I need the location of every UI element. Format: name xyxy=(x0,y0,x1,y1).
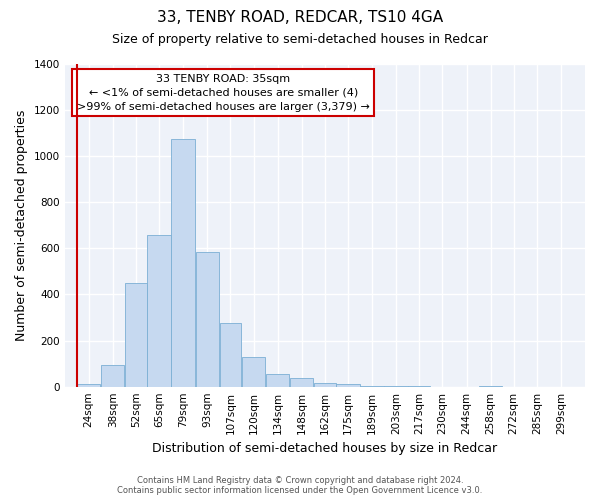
X-axis label: Distribution of semi-detached houses by size in Redcar: Distribution of semi-detached houses by … xyxy=(152,442,497,455)
Bar xyxy=(337,384,359,386)
Bar xyxy=(266,374,289,386)
Bar xyxy=(172,139,195,386)
Bar xyxy=(220,324,241,386)
Bar xyxy=(101,365,124,386)
Bar xyxy=(314,382,335,386)
Text: 33, TENBY ROAD, REDCAR, TS10 4GA: 33, TENBY ROAD, REDCAR, TS10 4GA xyxy=(157,10,443,25)
Text: 33 TENBY ROAD: 35sqm
← <1% of semi-detached houses are smaller (4)
>99% of semi-: 33 TENBY ROAD: 35sqm ← <1% of semi-detac… xyxy=(77,74,370,112)
Bar xyxy=(290,378,313,386)
Bar xyxy=(196,252,219,386)
Bar xyxy=(148,234,171,386)
Text: Contains HM Land Registry data © Crown copyright and database right 2024.
Contai: Contains HM Land Registry data © Crown c… xyxy=(118,476,482,495)
Text: Size of property relative to semi-detached houses in Redcar: Size of property relative to semi-detach… xyxy=(112,32,488,46)
Bar xyxy=(125,283,147,387)
Y-axis label: Number of semi-detached properties: Number of semi-detached properties xyxy=(15,110,28,341)
Bar xyxy=(77,384,100,386)
Bar xyxy=(242,356,265,386)
